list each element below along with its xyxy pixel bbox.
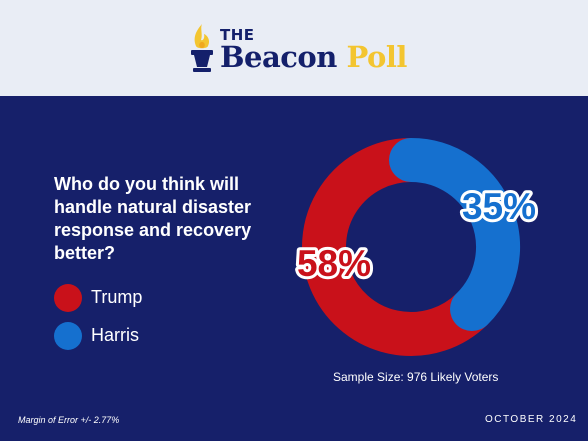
logo-wordmark: Beacon Poll	[220, 40, 407, 74]
header-bar: THE Beacon Poll	[0, 0, 588, 96]
donut-slice-harris	[389, 138, 520, 332]
poll-question: Who do you think will handle natural dis…	[54, 174, 252, 263]
legend-label-harris: Harris	[91, 325, 139, 345]
data-label-trump: 58%	[297, 243, 371, 284]
data-label-harris: 35%	[462, 186, 536, 227]
sample-size: Sample Size: 976 Likely Voters	[333, 370, 499, 384]
margin-of-error: Margin of Error +/- 2.77%	[18, 415, 120, 425]
logo-the-text: THE	[220, 26, 255, 44]
beacon-poll-logo: THE Beacon Poll	[186, 20, 416, 80]
legend-swatch-trump	[54, 284, 82, 312]
torch-icon	[191, 24, 213, 72]
poll-date: OCTOBER 2024	[485, 414, 578, 425]
donut-slice-trump	[302, 138, 488, 356]
legend-label-trump: Trump	[91, 287, 143, 307]
logo-beacon-text: Beacon	[220, 40, 337, 74]
legend-swatch-harris	[54, 322, 82, 350]
logo-poll-text: Poll	[346, 40, 407, 74]
